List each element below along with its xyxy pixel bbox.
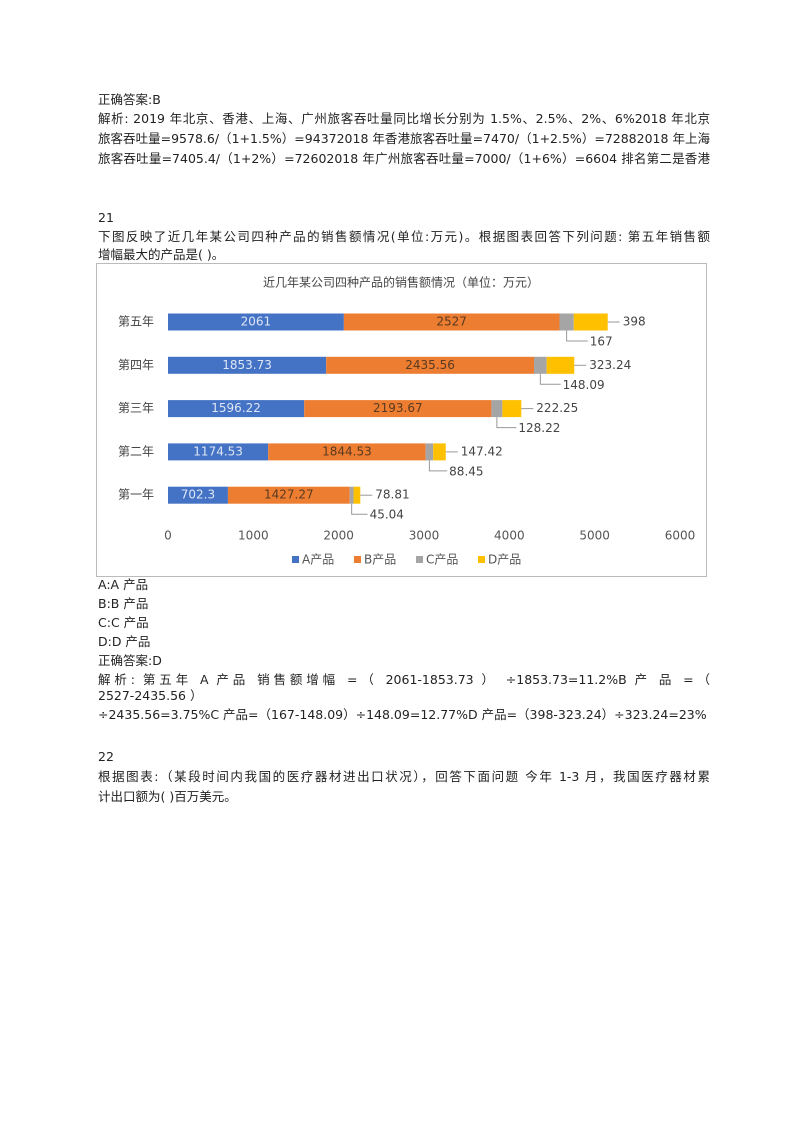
y-tick-label: 第三年 bbox=[118, 401, 154, 415]
question-number: 22 bbox=[98, 749, 114, 764]
bar-segment bbox=[534, 356, 547, 374]
data-label: 2061 bbox=[241, 315, 272, 329]
legend-swatch bbox=[478, 556, 485, 563]
legend-label: B产品 bbox=[364, 553, 396, 567]
data-label: 88.45 bbox=[449, 464, 483, 478]
x-tick-label: 4000 bbox=[494, 529, 525, 543]
bar-segment bbox=[559, 313, 574, 331]
analysis-line: 旅客吞吐量=7405.4/（1+2%）=72602018 年广州旅客吞吐量=70… bbox=[98, 151, 710, 166]
y-tick-label: 第二年 bbox=[118, 444, 154, 458]
x-tick-label: 5000 bbox=[579, 529, 610, 543]
bar-segment bbox=[546, 356, 575, 374]
legend-label: A产品 bbox=[302, 553, 334, 567]
y-tick-label: 第一年 bbox=[118, 488, 154, 502]
x-tick-label: 3000 bbox=[409, 529, 440, 543]
chart-frame bbox=[96, 263, 707, 577]
question-line: 根据图表:（某段时间内我国的医疗器材进出口状况），回答下面问题 今年 1-3 月… bbox=[98, 769, 710, 784]
bar-segment bbox=[326, 356, 535, 374]
answer: 正确答案:D bbox=[98, 653, 162, 668]
question-line: 增幅最大的产品是( )。 bbox=[98, 247, 225, 262]
answer: 正确答案:B bbox=[98, 92, 161, 107]
analysis-line: 解析: 第五年 A 产品 销售额增幅 =（ 2061-1853.73 ） ÷18… bbox=[98, 672, 710, 687]
option: C:C 产品 bbox=[98, 615, 149, 630]
legend-swatch bbox=[416, 556, 423, 563]
bar-segment bbox=[268, 443, 426, 461]
x-tick-label: 2000 bbox=[323, 529, 354, 543]
question-line: 计出口额为( )百万美元。 bbox=[98, 789, 237, 804]
data-label: 702.3 bbox=[181, 488, 215, 502]
bar-segment bbox=[304, 400, 492, 418]
bar-segment bbox=[168, 443, 269, 461]
bar-segment bbox=[491, 400, 503, 418]
data-label: 1596.22 bbox=[211, 401, 261, 415]
option: B:B 产品 bbox=[98, 596, 149, 611]
chart: 近几年某公司四种产品的销售额情况（单位：万元） 0 1000 2000 3000 400… bbox=[96, 263, 707, 577]
leader-line bbox=[428, 460, 448, 472]
bar-segment bbox=[502, 400, 522, 418]
data-label: 1853.73 bbox=[222, 358, 272, 372]
data-label: 128.22 bbox=[518, 421, 560, 435]
legend-label: C产品 bbox=[426, 553, 458, 567]
data-label: 222.25 bbox=[536, 401, 578, 415]
analysis-line: ÷2435.56=3.75%C 产品=（167-148.09）÷148.09=1… bbox=[98, 707, 707, 722]
option: A:A 产品 bbox=[98, 577, 149, 592]
x-tick-label: 1000 bbox=[238, 529, 269, 543]
data-label: 1844.53 bbox=[322, 444, 372, 458]
bar-segment bbox=[343, 313, 560, 331]
leader-line bbox=[496, 417, 517, 429]
data-label: 398 bbox=[623, 315, 646, 329]
bar-segment bbox=[349, 486, 354, 504]
y-tick-label: 第五年 bbox=[118, 315, 154, 329]
bar-segment bbox=[573, 313, 608, 331]
x-tick-label: 6000 bbox=[665, 529, 696, 543]
bar-segment bbox=[227, 486, 350, 504]
data-label: 2193.67 bbox=[373, 401, 423, 415]
data-label: 45.04 bbox=[370, 508, 404, 522]
bar-segment bbox=[168, 356, 327, 374]
chart-title: 近几年某公司四种产品的销售额情况（单位：万元） bbox=[263, 275, 539, 290]
legend-swatch bbox=[292, 556, 299, 563]
bar-segment bbox=[168, 313, 344, 331]
data-label: 167 bbox=[590, 335, 613, 349]
data-label: 2435.56 bbox=[405, 358, 455, 372]
bar-segment bbox=[353, 486, 361, 504]
legend-label: D产品 bbox=[488, 553, 521, 567]
leader-line bbox=[539, 373, 561, 385]
question-line: 下图反映了近几年某公司四种产品的销售额情况(单位:万元)。根据图表回答下列问题:… bbox=[98, 229, 710, 244]
leader-line bbox=[566, 330, 588, 342]
bar-segment bbox=[168, 486, 228, 504]
option: D:D 产品 bbox=[98, 634, 151, 649]
legend-swatch bbox=[354, 556, 361, 563]
x-tick-label: 0 bbox=[164, 529, 172, 543]
bar-segment bbox=[425, 443, 434, 461]
analysis-line: 解析: 2019 年北京、香港、上海、广州旅客吞吐量同比增长分别为 1.5%、2… bbox=[98, 111, 710, 126]
data-label: 147.42 bbox=[461, 444, 503, 458]
y-tick-label: 第四年 bbox=[118, 358, 154, 372]
bar-segment bbox=[433, 443, 446, 461]
question-number: 21 bbox=[98, 210, 114, 225]
data-label: 2527 bbox=[436, 315, 467, 329]
analysis-line: 2527-2435.56 ） bbox=[98, 688, 203, 703]
data-label: 323.24 bbox=[589, 358, 631, 372]
leader-line bbox=[351, 503, 368, 515]
data-label: 1427.27 bbox=[264, 488, 314, 502]
data-label: 78.81 bbox=[375, 488, 409, 502]
analysis-line: 旅客吞吐量=9578.6/（1+1.5%）=94372018 年香港旅客吞吐量=… bbox=[98, 131, 710, 146]
bar-segment bbox=[168, 400, 305, 418]
data-label: 148.09 bbox=[563, 378, 605, 392]
data-label: 1174.53 bbox=[193, 444, 243, 458]
